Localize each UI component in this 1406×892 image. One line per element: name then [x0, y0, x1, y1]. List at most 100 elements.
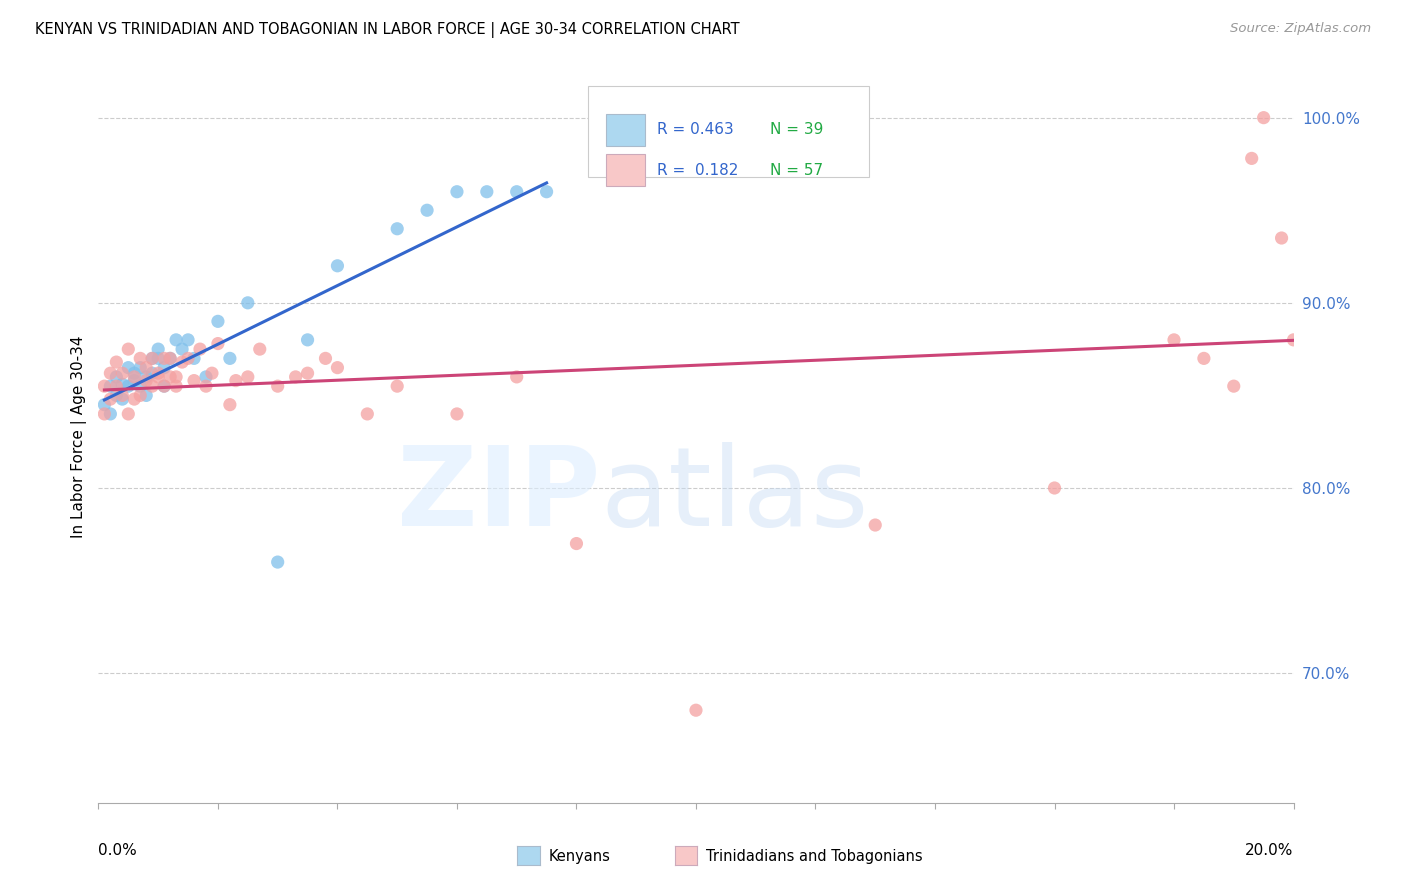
- Point: [98, 407, 122, 421]
- Point: [148, 366, 170, 380]
- Point: [267, 379, 290, 393]
- Point: [135, 374, 157, 388]
- Point: [141, 366, 163, 380]
- Point: [148, 370, 170, 384]
- Text: 0.0%: 0.0%: [98, 843, 138, 858]
- Point: [117, 360, 139, 375]
- Point: [1271, 231, 1294, 245]
- Text: ZIP: ZIP: [396, 442, 600, 549]
- Point: [93, 379, 115, 393]
- Point: [124, 374, 146, 388]
- Point: [111, 377, 134, 392]
- Point: [446, 407, 468, 421]
- Point: [148, 351, 170, 366]
- Point: [315, 351, 337, 366]
- Point: [177, 351, 200, 366]
- Point: [153, 379, 176, 393]
- Point: [135, 388, 157, 402]
- Point: [111, 366, 134, 380]
- Point: [183, 374, 205, 388]
- Point: [219, 351, 242, 366]
- Point: [105, 370, 128, 384]
- FancyBboxPatch shape: [606, 114, 644, 146]
- Point: [129, 360, 152, 375]
- Point: [117, 342, 139, 356]
- Point: [565, 536, 588, 550]
- Point: [124, 366, 146, 380]
- Point: [1223, 379, 1246, 393]
- Point: [117, 407, 139, 421]
- Point: [475, 185, 498, 199]
- Point: [685, 703, 707, 717]
- Point: [1240, 152, 1263, 166]
- Point: [135, 360, 157, 375]
- Point: [236, 295, 259, 310]
- Text: 20.0%: 20.0%: [1246, 843, 1294, 858]
- Point: [141, 351, 163, 366]
- Point: [148, 342, 170, 356]
- Point: [865, 518, 887, 533]
- Point: [1192, 351, 1215, 366]
- Point: [93, 398, 115, 412]
- FancyBboxPatch shape: [606, 154, 644, 186]
- Point: [135, 370, 157, 384]
- Point: [188, 342, 211, 356]
- Point: [105, 379, 128, 393]
- Point: [219, 398, 242, 412]
- Point: [129, 388, 152, 402]
- Y-axis label: In Labor Force | Age 30-34: In Labor Force | Age 30-34: [72, 335, 87, 539]
- Text: N = 39: N = 39: [770, 122, 824, 137]
- Point: [111, 388, 134, 402]
- Point: [506, 185, 529, 199]
- Point: [201, 366, 224, 380]
- Point: [225, 374, 247, 388]
- Point: [129, 379, 152, 393]
- Point: [326, 360, 349, 375]
- Text: Trinidadians and Tobagonians: Trinidadians and Tobagonians: [706, 849, 922, 863]
- Point: [297, 366, 319, 380]
- Point: [207, 336, 229, 351]
- Point: [124, 370, 146, 384]
- Point: [297, 333, 319, 347]
- Point: [183, 351, 205, 366]
- Point: [385, 379, 409, 393]
- Point: [165, 370, 187, 384]
- Point: [356, 407, 378, 421]
- Point: [416, 203, 439, 218]
- Point: [326, 259, 349, 273]
- Point: [159, 351, 181, 366]
- Point: [98, 366, 122, 380]
- Text: KENYAN VS TRINIDADIAN AND TOBAGONIAN IN LABOR FORCE | AGE 30-34 CORRELATION CHAR: KENYAN VS TRINIDADIAN AND TOBAGONIAN IN …: [35, 22, 740, 38]
- Point: [1163, 333, 1185, 347]
- Point: [177, 333, 200, 347]
- Point: [236, 370, 259, 384]
- Point: [98, 379, 122, 393]
- Text: atlas: atlas: [600, 442, 869, 549]
- Point: [284, 370, 307, 384]
- Point: [446, 185, 468, 199]
- Point: [98, 392, 122, 406]
- Text: Kenyans: Kenyans: [548, 849, 610, 863]
- Point: [1282, 333, 1305, 347]
- Point: [159, 370, 181, 384]
- Point: [385, 221, 409, 235]
- Point: [111, 392, 134, 406]
- Point: [159, 351, 181, 366]
- Point: [506, 370, 529, 384]
- Point: [153, 379, 176, 393]
- Text: N = 57: N = 57: [770, 162, 823, 178]
- Point: [1043, 481, 1066, 495]
- Point: [165, 333, 187, 347]
- Point: [129, 351, 152, 366]
- Point: [195, 379, 218, 393]
- Point: [117, 379, 139, 393]
- Point: [195, 370, 218, 384]
- Point: [1253, 111, 1275, 125]
- Point: [207, 314, 229, 328]
- Point: [172, 355, 194, 369]
- Point: [153, 360, 176, 375]
- Point: [141, 379, 163, 393]
- Text: R =  0.182: R = 0.182: [657, 162, 738, 178]
- Text: R = 0.463: R = 0.463: [657, 122, 734, 137]
- Point: [105, 388, 128, 402]
